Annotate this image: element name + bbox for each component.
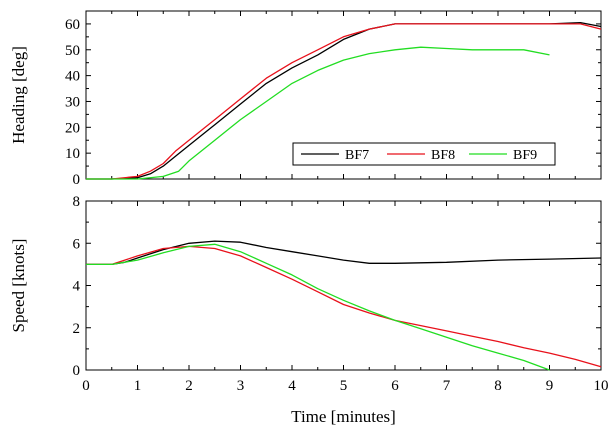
speed-y-tick-label: 2 [73, 321, 81, 337]
speed-y-tick-label: 4 [73, 279, 81, 295]
speed-plot-frame [85, 200, 602, 371]
speed-x-tick-label: 3 [237, 378, 245, 394]
speed-x-tick-label: 9 [546, 378, 554, 394]
speed-x-tick-label: 7 [443, 378, 451, 394]
speed-x-tick-label: 0 [82, 378, 90, 394]
speed-x-axis-title: Time [minutes] [291, 407, 396, 426]
speed-y-axis-title: Speed [knots] [9, 239, 28, 333]
heading-y-tick-label: 0 [73, 172, 81, 188]
speed-x-tick-label: 10 [594, 378, 609, 394]
speed-x-tick-label: 2 [185, 378, 193, 394]
speed-panel: 0 1 2 3 4 5 6 7 8 9 10 0 2 4 6 8 Speed [knots] Time [minu… [9, 194, 609, 426]
speed-y-tick-label: 0 [73, 363, 81, 379]
speed-series-bf9 [86, 243, 550, 371]
speed-x-tick-label: 5 [340, 378, 348, 394]
speed-series-bf7 [86, 240, 602, 266]
heading-panel: 0 10 20 30 40 50 60 Heading [deg] [9, 10, 602, 188]
speed-x-tick-label: 4 [288, 378, 296, 394]
heading-series-bf9 [86, 46, 550, 180]
heading-y-tick-label: 60 [65, 17, 80, 33]
heading-y-tick-label: 40 [65, 69, 80, 85]
heading-y-tick-label: 50 [65, 43, 80, 59]
heading-y-tick-label: 20 [65, 120, 80, 136]
heading-series-bf8 [86, 23, 602, 180]
heading-y-tick-label: 30 [65, 94, 80, 110]
speed-series-bf8 [86, 245, 602, 368]
heading-y-axis-title: Heading [deg] [9, 46, 28, 144]
legend-label-bf7: BF7 [345, 148, 369, 163]
legend-label-bf9: BF9 [513, 148, 537, 163]
speed-x-tick-label: 1 [134, 378, 142, 394]
legend-label-bf8: BF8 [431, 148, 455, 163]
speed-x-tick-label: 6 [391, 378, 399, 394]
speed-y-tick-label: 6 [73, 236, 81, 252]
speed-y-tick-label: 8 [73, 194, 81, 210]
heading-y-tick-label: 10 [65, 146, 80, 162]
speed-x-tick-label: 8 [494, 378, 502, 394]
legend: BF7 BF8 BF9 [292, 142, 556, 166]
